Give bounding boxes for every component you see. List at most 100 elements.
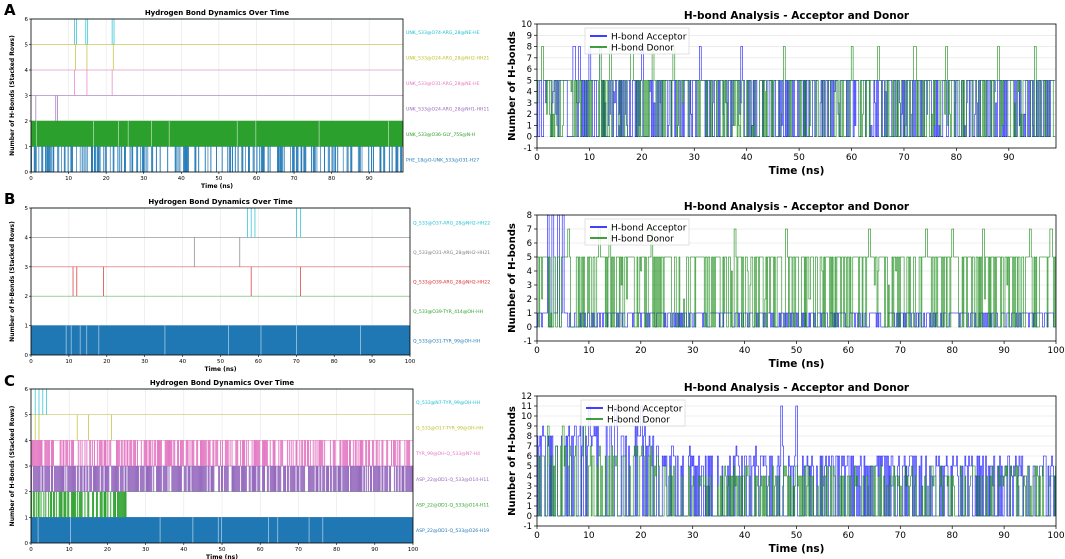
x-tick-label: 30 (141, 359, 148, 365)
event-bar (139, 466, 141, 492)
event-bar (399, 440, 401, 466)
event-bar (225, 466, 227, 492)
event-bar (79, 146, 81, 172)
event-bar (280, 440, 282, 466)
event-bar (395, 466, 397, 492)
event-bar (34, 466, 36, 492)
event-bar (155, 440, 157, 466)
event-bar (342, 440, 344, 466)
event-bar (204, 440, 206, 466)
x-tick-label: 30 (140, 176, 147, 182)
event-bar (352, 440, 354, 466)
event-bar (357, 466, 359, 492)
event-bar (355, 440, 357, 466)
event-bar (64, 491, 66, 518)
event-bar (88, 491, 90, 518)
event-bar (393, 440, 395, 466)
event-bar (115, 466, 117, 492)
event-bar (213, 440, 215, 466)
event-bar (245, 440, 247, 466)
event-bar (250, 266, 252, 297)
event-bar (281, 146, 283, 172)
event-bar (111, 19, 113, 45)
event-bar (234, 146, 236, 172)
row-2 (31, 120, 403, 147)
event-bar (349, 440, 350, 466)
event-bar (248, 146, 250, 172)
event-bar (130, 466, 132, 492)
event-bar (101, 440, 103, 466)
event-bar (137, 466, 138, 492)
event-bar (282, 440, 284, 466)
event-bar (145, 146, 147, 172)
event-bar (186, 146, 188, 172)
x-tick-label: 80 (951, 153, 963, 163)
row-label: UNK_533@O74-ARG_28@NE-HE (406, 30, 480, 36)
event-bar (239, 237, 241, 267)
x-tick-label: 10 (66, 547, 73, 553)
event-bar (303, 146, 305, 172)
event-bar (296, 440, 298, 466)
event-bar (185, 466, 187, 492)
event-bar (113, 466, 115, 492)
event-bar (47, 466, 49, 492)
event-bar (264, 440, 265, 466)
event-bar (301, 146, 303, 172)
row-gap (277, 517, 279, 543)
event-bar (355, 466, 357, 492)
y-tick-label: 5 (527, 76, 532, 86)
event-bar (87, 491, 89, 518)
event-bar (301, 466, 303, 492)
event-bar (224, 440, 226, 466)
event-bar (196, 440, 198, 466)
x-tick-label: 90 (998, 346, 1010, 356)
event-bar (376, 466, 378, 492)
event-bar (380, 146, 382, 172)
event-bar (229, 440, 231, 466)
event-bar (211, 466, 213, 492)
event-bar (92, 440, 94, 466)
event-bar (72, 440, 74, 466)
y-tick-label: 8 (527, 432, 532, 442)
event-bar (168, 466, 170, 492)
event-bar (202, 466, 204, 492)
event-bar (61, 146, 62, 172)
event-bar (120, 491, 122, 518)
event-bar (58, 466, 60, 492)
event-bar (217, 440, 219, 466)
x-axis-label: Time (ns) (769, 358, 825, 370)
event-bar (328, 146, 330, 172)
event-bar (37, 466, 39, 492)
event-bar (175, 466, 177, 492)
event-bar (79, 466, 81, 492)
event-bar (35, 146, 37, 172)
event-bar (46, 466, 48, 492)
event-bar (153, 466, 155, 492)
event-bar (115, 466, 116, 492)
event-bar (393, 466, 395, 492)
event-bar (401, 146, 403, 172)
event-bar (314, 146, 316, 172)
row-gap (296, 325, 297, 355)
event-bar (213, 466, 215, 492)
row-gap (151, 121, 152, 147)
event-bar (41, 146, 43, 172)
event-bar (80, 466, 82, 492)
event-bar (52, 440, 53, 466)
line-plot-a: 0 10 20 30 40 50 60 70 80 90-1012345678910H-bond … (507, 10, 1057, 177)
row-3 (31, 95, 403, 121)
event-bar (121, 491, 123, 518)
event-bar (257, 466, 259, 492)
event-bar (269, 466, 271, 492)
event-bar (252, 146, 254, 172)
event-bar (249, 466, 251, 492)
x-tick-label: 70 (291, 176, 298, 182)
y-tick-label: 6 (25, 17, 29, 23)
event-bar (277, 466, 279, 492)
event-bar (315, 466, 317, 492)
x-tick-label: 100 (1047, 531, 1064, 541)
event-bar (198, 146, 200, 172)
row-1 (31, 325, 410, 355)
event-bar (65, 440, 67, 466)
event-bar (152, 146, 154, 172)
